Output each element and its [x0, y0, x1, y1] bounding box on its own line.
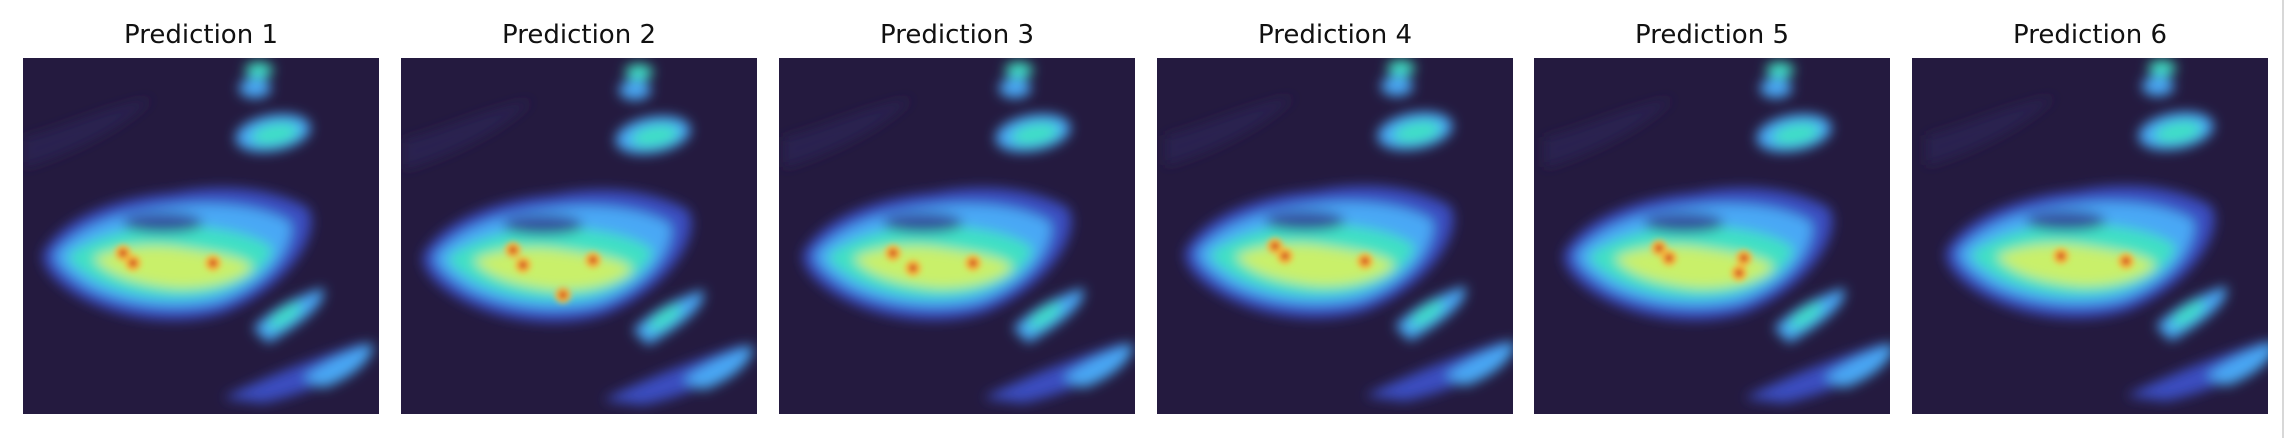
panel-title: Prediction 6: [2013, 20, 2167, 50]
north-cell-core: [251, 123, 299, 145]
north-cell-core: [1772, 123, 1820, 145]
top-cell: [239, 78, 271, 98]
se-band-3: [1824, 344, 1890, 388]
peak-spot: [589, 256, 597, 264]
top-cell-upper: [1766, 62, 1794, 78]
faint-streak: [403, 100, 533, 170]
main-cell-inner: [1235, 243, 1395, 287]
panel-title: Prediction 1: [124, 20, 278, 50]
radar-heatmap: [1157, 58, 1513, 414]
panel-title: Prediction 3: [880, 20, 1034, 50]
faint-streak: [1926, 96, 2056, 166]
top-cell-upper: [625, 64, 653, 80]
top-cell: [619, 80, 651, 100]
peak-spot: [1655, 244, 1663, 252]
peak-spot: [889, 249, 897, 257]
peak-spot: [1271, 242, 1279, 250]
peak-spot: [209, 259, 217, 267]
main-cell-inner: [1996, 243, 2156, 287]
prediction-image: [1157, 58, 1513, 414]
top-cell-upper: [245, 62, 273, 78]
peak-spot: [1735, 269, 1743, 277]
main-cell-notch: [123, 213, 203, 233]
panel-title: Prediction 4: [1258, 20, 1412, 50]
north-cell-core: [1011, 123, 1059, 145]
se-band-1-core: [1789, 303, 1823, 329]
peak-spot: [2122, 257, 2130, 265]
se-band-2: [983, 343, 1125, 403]
top-cell-upper: [1005, 62, 1033, 78]
radar-heatmap: [779, 58, 1135, 414]
prediction-panel-4: Prediction 4: [1157, 0, 1513, 438]
top-cell: [1760, 78, 1792, 98]
se-band-1-core: [1028, 303, 1062, 329]
peak-spot: [559, 291, 567, 299]
top-cell-upper: [1387, 60, 1415, 76]
peak-spot: [509, 246, 517, 254]
faint-streak: [23, 98, 153, 168]
prediction-panel-5: Prediction 5: [1534, 0, 1890, 438]
se-band-2: [1744, 343, 1886, 403]
main-cell-notch: [883, 213, 963, 233]
top-cell: [999, 78, 1031, 98]
faint-streak: [783, 98, 913, 168]
peak-spot: [2057, 252, 2065, 260]
peak-spot: [119, 249, 127, 257]
figure-edge: [2282, 0, 2284, 438]
main-cell-notch: [2026, 211, 2106, 231]
main-cell-notch: [503, 215, 583, 235]
prediction-image: [779, 58, 1135, 414]
prediction-image: [1912, 58, 2268, 414]
se-band-1-core: [268, 303, 302, 329]
se-band-2: [1365, 341, 1507, 401]
peak-spot: [1281, 252, 1289, 260]
main-cell-notch: [1265, 211, 1345, 231]
prediction-image: [1534, 58, 1890, 414]
panel-title: Prediction 5: [1635, 20, 1789, 50]
se-band-3: [1445, 341, 1513, 386]
peak-spot: [129, 259, 137, 267]
radar-heatmap: [401, 58, 757, 414]
prediction-panel-6: Prediction 6: [1912, 0, 2268, 438]
prediction-panel-1: Prediction 1: [23, 0, 379, 438]
prediction-panel-3: Prediction 3: [779, 0, 1135, 438]
se-band-2: [603, 345, 745, 405]
se-band-1-core: [648, 305, 682, 331]
se-band-2: [2126, 341, 2268, 401]
prediction-panel-2: Prediction 2: [401, 0, 757, 438]
se-band-3: [1063, 343, 1134, 388]
radar-heatmap: [23, 58, 379, 414]
panel-title: Prediction 2: [502, 20, 656, 50]
radar-heatmap: [1534, 58, 1890, 414]
faint-streak: [1165, 96, 1295, 166]
se-band-1-core: [2171, 301, 2205, 327]
prediction-image: [23, 58, 379, 414]
peak-spot: [909, 264, 917, 272]
peak-spot: [1665, 254, 1673, 262]
prediction-image: [401, 58, 757, 414]
north-cell-core: [1393, 121, 1441, 143]
top-cell: [2142, 76, 2174, 96]
top-cell: [1381, 76, 1413, 96]
north-cell-core: [2154, 121, 2202, 143]
north-cell-core: [631, 125, 679, 147]
peak-spot: [1740, 254, 1748, 262]
peak-spot: [969, 259, 977, 267]
main-cell-notch: [1644, 213, 1724, 233]
top-cell-upper: [2148, 60, 2176, 76]
radar-heatmap: [1912, 58, 2268, 414]
faint-streak: [1544, 98, 1674, 168]
peak-spot: [1361, 257, 1369, 265]
se-band-2: [223, 343, 365, 403]
se-band-1-core: [1410, 301, 1444, 327]
peak-spot: [519, 261, 527, 269]
se-band-3: [303, 343, 374, 388]
se-band-3: [683, 345, 754, 390]
se-band-3: [2206, 343, 2268, 386]
